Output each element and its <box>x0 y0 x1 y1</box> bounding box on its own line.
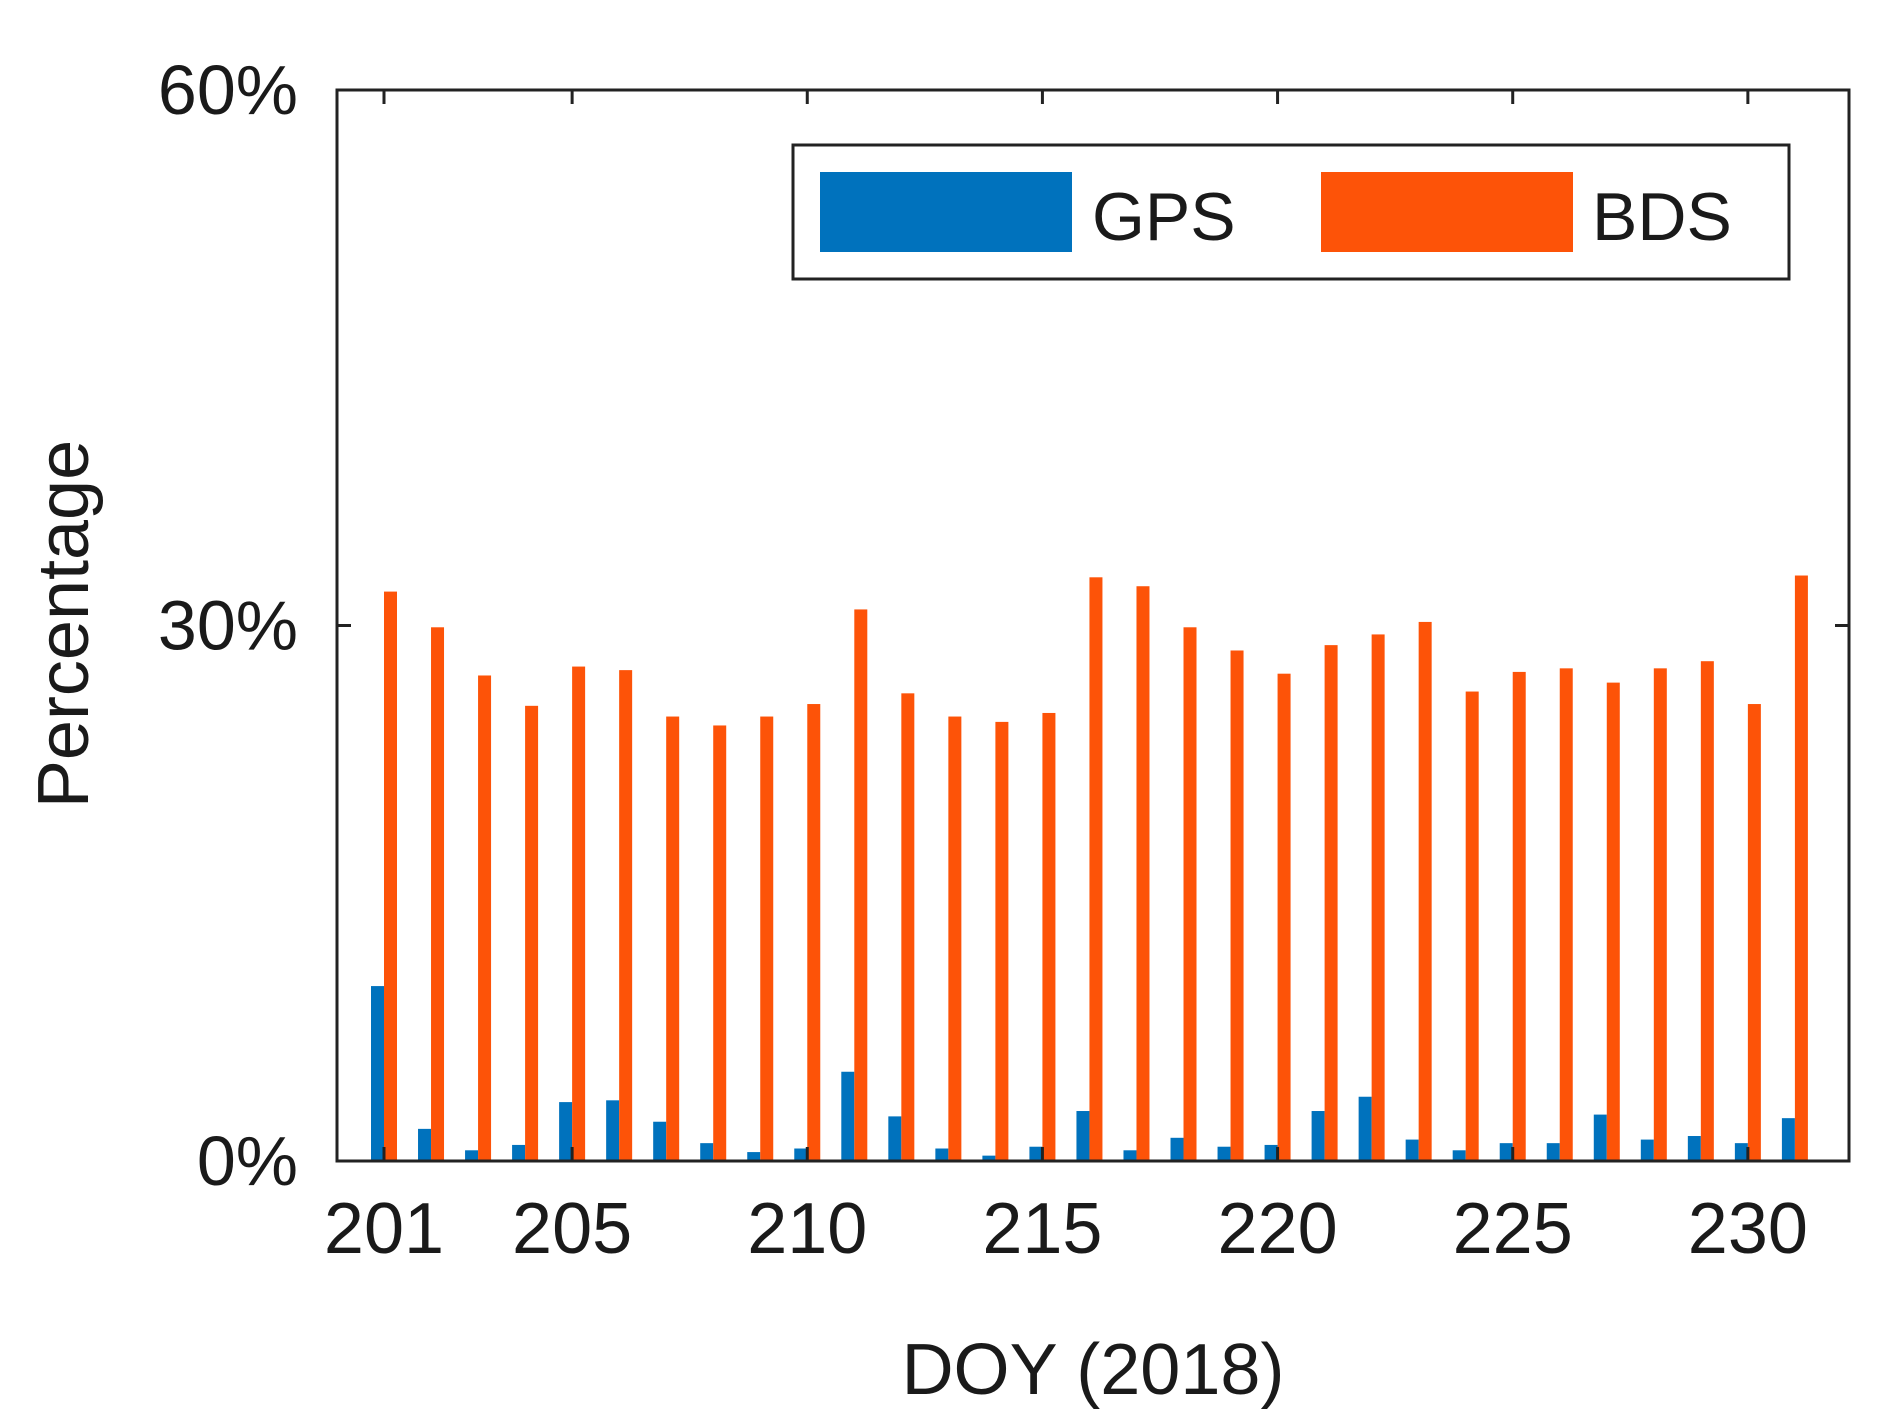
bar-gps-212 <box>888 1116 902 1162</box>
bar-bds-204 <box>525 705 539 1161</box>
plot-frame <box>335 88 1851 1163</box>
bar-bds-218 <box>1183 627 1197 1161</box>
y-tick-label-30: 30% <box>158 587 298 665</box>
bar-bds-223 <box>1418 621 1432 1161</box>
bar-gps-220 <box>1264 1144 1278 1161</box>
x-tick-label-220: 220 <box>1217 1189 1337 1269</box>
x-tick-label-201: 201 <box>324 1189 444 1269</box>
bar-gps-225 <box>1499 1143 1513 1161</box>
bar-gps-202 <box>418 1128 432 1161</box>
bar-bds-227 <box>1606 682 1620 1161</box>
bar-bds-221 <box>1324 645 1338 1161</box>
bar-gps-204 <box>512 1144 526 1161</box>
x-tick-label-225: 225 <box>1453 1189 1573 1269</box>
bar-gps-222 <box>1358 1096 1372 1161</box>
bar-bds-205 <box>572 666 586 1161</box>
bar-bds-231 <box>1794 575 1808 1161</box>
x-tick-label-230: 230 <box>1688 1189 1808 1269</box>
x-axis-label: DOY (2018) <box>902 1330 1285 1410</box>
bar-gps-216 <box>1076 1111 1090 1161</box>
bar-gps-207 <box>653 1121 667 1161</box>
bar-bds-217 <box>1136 586 1150 1161</box>
bar-gps-226 <box>1546 1143 1560 1161</box>
bar-bds-207 <box>666 716 680 1161</box>
bar-gps-221 <box>1311 1111 1325 1161</box>
bar-bds-229 <box>1700 661 1714 1161</box>
legend-swatch-gps <box>820 172 1072 252</box>
bar-gps-215 <box>1029 1146 1043 1161</box>
bar-gps-227 <box>1593 1114 1607 1161</box>
bar-gps-229 <box>1687 1136 1701 1161</box>
y-tick-labels: 0% 30% 60% <box>158 51 298 1200</box>
bar-gps-201 <box>371 986 384 1161</box>
bar-bds-225 <box>1512 671 1526 1161</box>
legend-label-bds: BDS <box>1592 179 1732 255</box>
y-tick-label-0: 0% <box>197 1122 298 1200</box>
bar-bds-211 <box>854 609 868 1161</box>
bar-bds-230 <box>1747 704 1761 1161</box>
bar-gps-209 <box>747 1152 761 1161</box>
bar-bds-222 <box>1371 634 1385 1161</box>
bar-gps-211 <box>841 1071 855 1161</box>
bar-bds-201 <box>384 591 397 1161</box>
y-axis-label: Percentage <box>24 440 104 808</box>
bar-gps-230 <box>1734 1143 1748 1161</box>
bar-bds-202 <box>431 627 445 1161</box>
bar-gps-224 <box>1452 1150 1466 1161</box>
bar-gps-210 <box>794 1148 808 1161</box>
legend-label-gps: GPS <box>1092 179 1236 255</box>
x-tick-label-210: 210 <box>747 1189 867 1269</box>
x-tick-label-215: 215 <box>982 1189 1102 1269</box>
bar-bds-226 <box>1559 668 1573 1161</box>
bar-gps-208 <box>700 1143 714 1161</box>
legend-swatch-bds <box>1321 172 1573 252</box>
x-tick-label-205: 205 <box>512 1189 632 1269</box>
bar-bds-213 <box>948 716 962 1161</box>
bar-gps-217 <box>1123 1150 1137 1161</box>
bar-bds-215 <box>1042 712 1056 1161</box>
bars-layer <box>371 575 1808 1162</box>
bar-gps-219 <box>1217 1146 1231 1161</box>
bar-bds-209 <box>760 716 774 1161</box>
bar-bds-224 <box>1465 691 1479 1161</box>
bar-bds-210 <box>807 704 821 1161</box>
x-tick-labels: 201 205 210 215 220 225 230 <box>324 1189 1808 1269</box>
bar-gps-214 <box>982 1155 996 1161</box>
bar-gps-203 <box>465 1150 479 1161</box>
bar-gps-206 <box>606 1100 620 1161</box>
bar-bds-220 <box>1277 673 1291 1161</box>
bar-bds-203 <box>478 675 492 1161</box>
bar-gps-213 <box>935 1148 949 1161</box>
bar-gps-228 <box>1640 1139 1654 1161</box>
bar-bds-216 <box>1089 577 1103 1161</box>
bar-bds-208 <box>713 725 727 1161</box>
bar-bds-214 <box>995 721 1009 1161</box>
bar-gps-205 <box>559 1102 573 1161</box>
legend: GPS BDS <box>791 143 1791 281</box>
bar-bds-212 <box>901 693 915 1161</box>
bar-gps-231 <box>1781 1118 1795 1161</box>
bar-gps-223 <box>1405 1139 1419 1161</box>
bar-bds-219 <box>1230 650 1244 1161</box>
bar-gps-218 <box>1170 1137 1184 1161</box>
y-tick-label-60: 60% <box>158 51 298 129</box>
bar-bds-206 <box>619 670 633 1162</box>
bar-bds-228 <box>1653 668 1667 1161</box>
